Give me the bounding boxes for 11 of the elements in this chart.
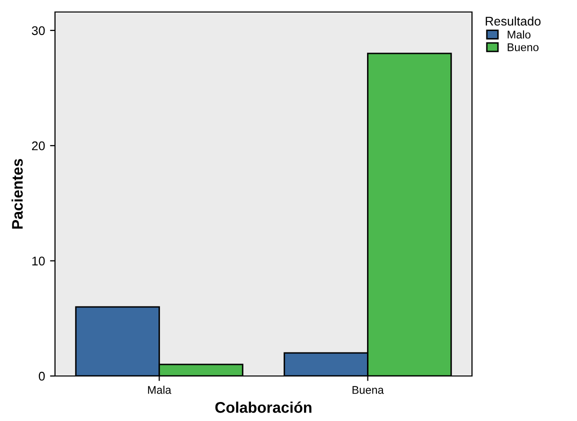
x-axis-title: Colaboración <box>215 402 312 413</box>
y-tick-label: 30 <box>32 26 45 36</box>
y-tick-label: 20 <box>32 141 45 150</box>
legend-title: Resultado <box>486 16 541 26</box>
legend-label: Bueno <box>508 43 539 52</box>
x-tick-label: Buena <box>352 386 384 394</box>
x-tick-label: Mala <box>148 386 172 394</box>
y-axis-title: Pacientes <box>12 158 23 229</box>
y-tick-label: 10 <box>32 256 45 266</box>
legend-label: Malo <box>508 30 530 39</box>
y-tick-label: 0 <box>38 372 45 381</box>
